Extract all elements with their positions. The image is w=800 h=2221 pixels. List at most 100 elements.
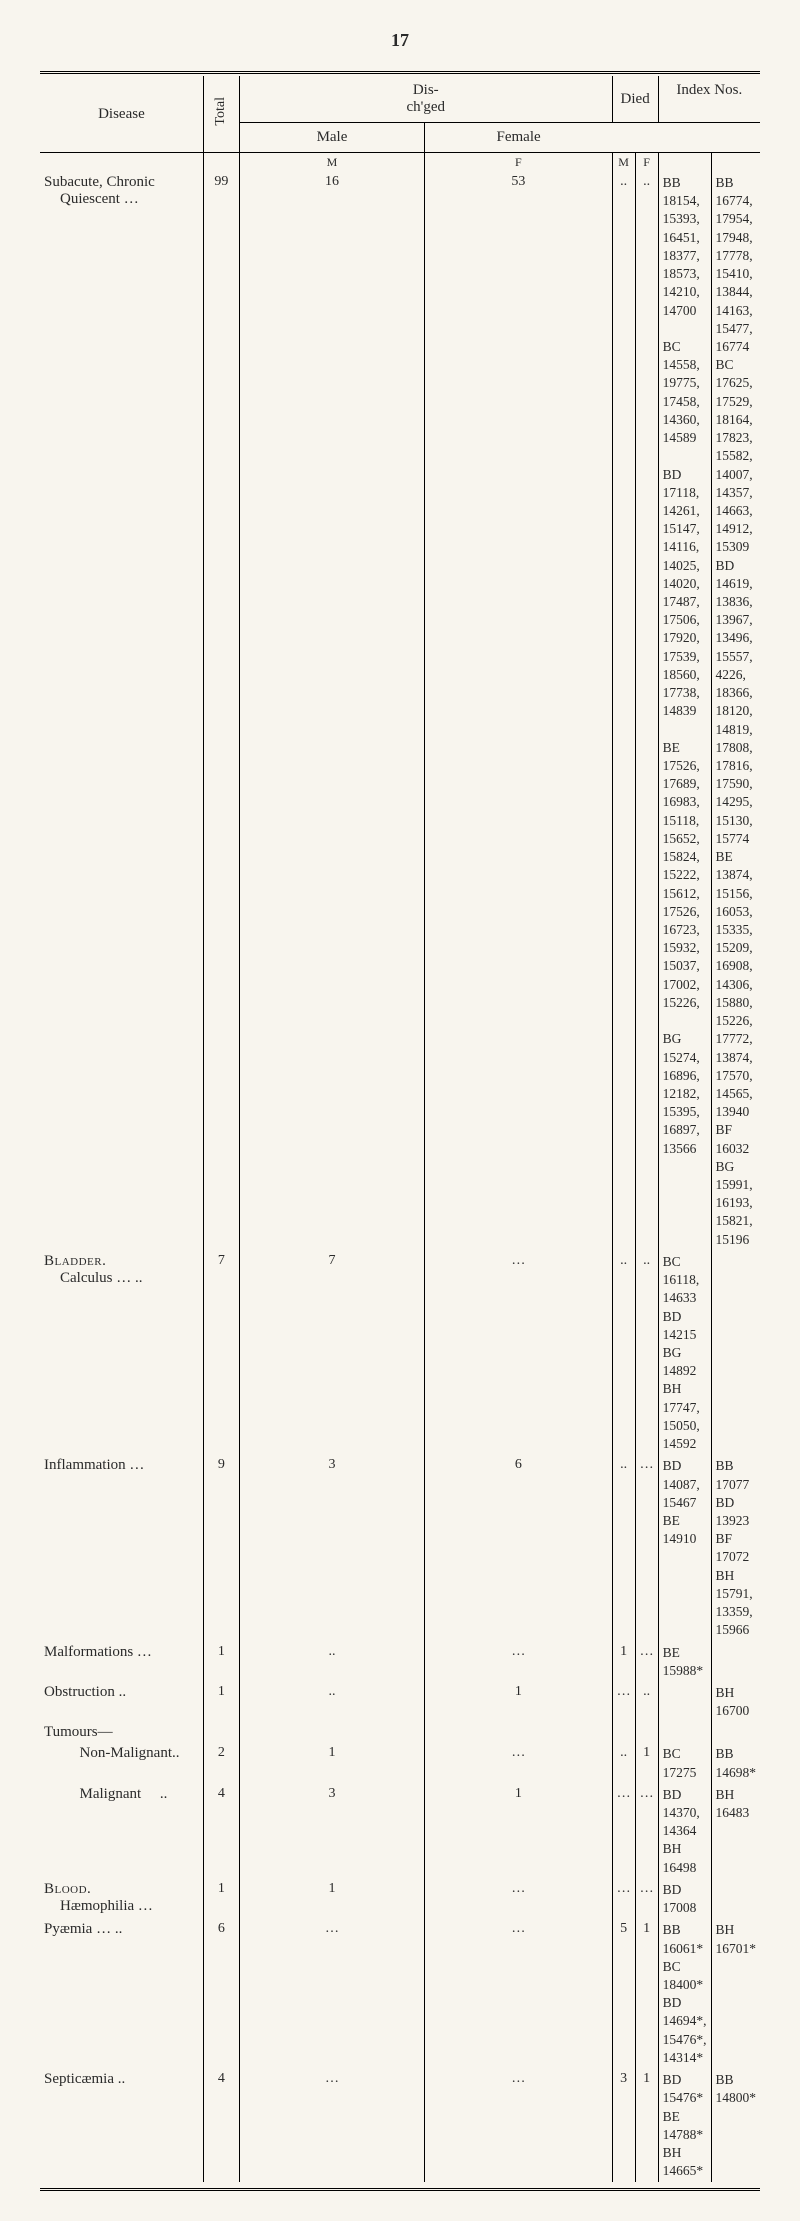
row7-died-f: … — [635, 1784, 658, 1879]
row9-female: BH 16701* — [711, 1919, 760, 2069]
row6-chg-m: 1 — [239, 1743, 424, 1783]
row10-chg-m: … — [239, 2069, 424, 2182]
row1-male: BC 16118, 14633 BD 14215 BG 14892 BH 177… — [658, 1251, 711, 1455]
row9-chg-f: … — [425, 1919, 613, 2069]
disease-cell: Subacute, Chronic Quiescent … — [40, 172, 203, 1251]
row10-male: BD 15476* BE 14788* BH 14665* — [658, 2069, 711, 2182]
row6-total: 2 — [203, 1743, 239, 1783]
hdr-chg-m: M — [239, 153, 424, 173]
row7-chg-f: 1 — [425, 1784, 613, 1879]
row6-male: BC 17275 — [658, 1743, 711, 1783]
row3-female — [711, 1642, 760, 1682]
row4-died-f: .. — [635, 1682, 658, 1722]
row0-female: BB 16774, 17954, 17948, 17778, 15410, 13… — [711, 172, 760, 1251]
hdr-index-nos: Index Nos. — [658, 76, 760, 123]
row5-disease: Tumours— — [40, 1722, 203, 1743]
row1-chg-f: … — [425, 1251, 613, 1455]
row1-died-f: .. — [635, 1251, 658, 1455]
hdr-chg-f: F — [425, 153, 613, 173]
row0-male: BB 18154, 15393, 16451, 18377, 18573, 14… — [658, 172, 711, 1251]
row9-male: BB 16061* BC 18400* BD 14694*, 15476*, 1… — [658, 1919, 711, 2069]
row8-male: BD 17008 — [658, 1879, 711, 1919]
row8-chg-f: … — [425, 1879, 613, 1919]
top-double-rule — [40, 71, 760, 74]
row2-male: BD 14087, 15467 BE 14910 — [658, 1455, 711, 1641]
row0-chg-m: 16 — [239, 172, 424, 1251]
page-container: 17 Disease Total Dis- ch'ged Died Index … — [0, 0, 800, 2221]
disease-index-table: Disease Total Dis- ch'ged Died Index Nos… — [40, 76, 760, 2182]
row10-disease: Septicæmia .. — [40, 2069, 203, 2182]
row0-disease: Subacute, Chronic — [44, 174, 199, 191]
row0-died-f: .. — [635, 172, 658, 1251]
row6-chg-f: … — [425, 1743, 613, 1783]
section-bladder: Bladder. — [44, 1253, 199, 1270]
row6-died-m: .. — [612, 1743, 635, 1783]
row3-total: 1 — [203, 1642, 239, 1682]
row10-died-f: 1 — [635, 2069, 658, 2182]
row8-chg-m: 1 — [239, 1879, 424, 1919]
row1-chg-m: 7 — [239, 1251, 424, 1455]
section-blood: Blood. — [44, 1881, 199, 1898]
row4-chg-m: .. — [239, 1682, 424, 1722]
hdr-total-label: Total — [213, 91, 229, 132]
section-bladder-cell: Bladder. Calculus … .. — [40, 1251, 203, 1455]
row7-disease: Malignant .. — [40, 1784, 203, 1879]
row8-died-m: … — [612, 1879, 635, 1919]
row3-chg-m: .. — [239, 1642, 424, 1682]
row2-female: BB 17077 BD 13923 BF 17072 BH 15791, 133… — [711, 1455, 760, 1641]
hdr-died: Died — [612, 76, 658, 123]
row9-died-m: 5 — [612, 1919, 635, 2069]
row2-disease: Inflammation … — [40, 1455, 203, 1641]
row2-total: 9 — [203, 1455, 239, 1641]
hdr-died-m: M — [612, 153, 635, 173]
hdr-discharged: Dis- ch'ged — [239, 76, 612, 123]
row3-died-f: … — [635, 1642, 658, 1682]
row10-total: 4 — [203, 2069, 239, 2182]
row4-male — [658, 1682, 711, 1722]
section-blood-cell: Blood. Hæmophilia … — [40, 1879, 203, 1919]
hdr-male: Male — [239, 123, 424, 153]
bottom-double-rule — [40, 2188, 760, 2191]
row9-total: 6 — [203, 1919, 239, 2069]
row4-chg-f: 1 — [425, 1682, 613, 1722]
row7-died-m: … — [612, 1784, 635, 1879]
row8-total: 1 — [203, 1879, 239, 1919]
row0-total: 99 — [203, 172, 239, 1251]
row8-disease: Hæmophilia … — [44, 1898, 199, 1915]
row8-female — [711, 1879, 760, 1919]
row0-sub: Quiescent … — [44, 191, 199, 208]
row6-female: BB 14698* — [711, 1743, 760, 1783]
row10-died-m: 3 — [612, 2069, 635, 2182]
row2-chg-m: 3 — [239, 1455, 424, 1641]
row2-died-m: .. — [612, 1455, 635, 1641]
row1-total: 7 — [203, 1251, 239, 1455]
row2-chg-f: 6 — [425, 1455, 613, 1641]
row10-female: BB 14800* — [711, 2069, 760, 2182]
row0-died-m: .. — [612, 172, 635, 1251]
row10-chg-f: … — [425, 2069, 613, 2182]
row6-died-f: 1 — [635, 1743, 658, 1783]
row7-male: BD 14370, 14364 BH 16498 — [658, 1784, 711, 1879]
row1-female — [711, 1251, 760, 1455]
row4-disease: Obstruction .. — [40, 1682, 203, 1722]
row7-total: 4 — [203, 1784, 239, 1879]
page-number: 17 — [40, 30, 760, 51]
row8-died-f: … — [635, 1879, 658, 1919]
row7-female: BH 16483 — [711, 1784, 760, 1879]
hdr-died-f: F — [635, 153, 658, 173]
row4-female: BH 16700 — [711, 1682, 760, 1722]
row9-died-f: 1 — [635, 1919, 658, 2069]
hdr-female: Female — [425, 123, 613, 153]
row7-chg-m: 3 — [239, 1784, 424, 1879]
row3-died-m: 1 — [612, 1642, 635, 1682]
row3-male: BE 15988* — [658, 1642, 711, 1682]
hdr-total: Total — [203, 76, 239, 153]
row4-total: 1 — [203, 1682, 239, 1722]
row3-disease: Malformations … — [40, 1642, 203, 1682]
row2-died-f: … — [635, 1455, 658, 1641]
hdr-disease: Disease — [40, 76, 203, 153]
row6-disease: Non-Malignant.. — [40, 1743, 203, 1783]
row3-chg-f: … — [425, 1642, 613, 1682]
row9-chg-m: … — [239, 1919, 424, 2069]
row9-disease: Pyæmia … .. — [40, 1919, 203, 2069]
